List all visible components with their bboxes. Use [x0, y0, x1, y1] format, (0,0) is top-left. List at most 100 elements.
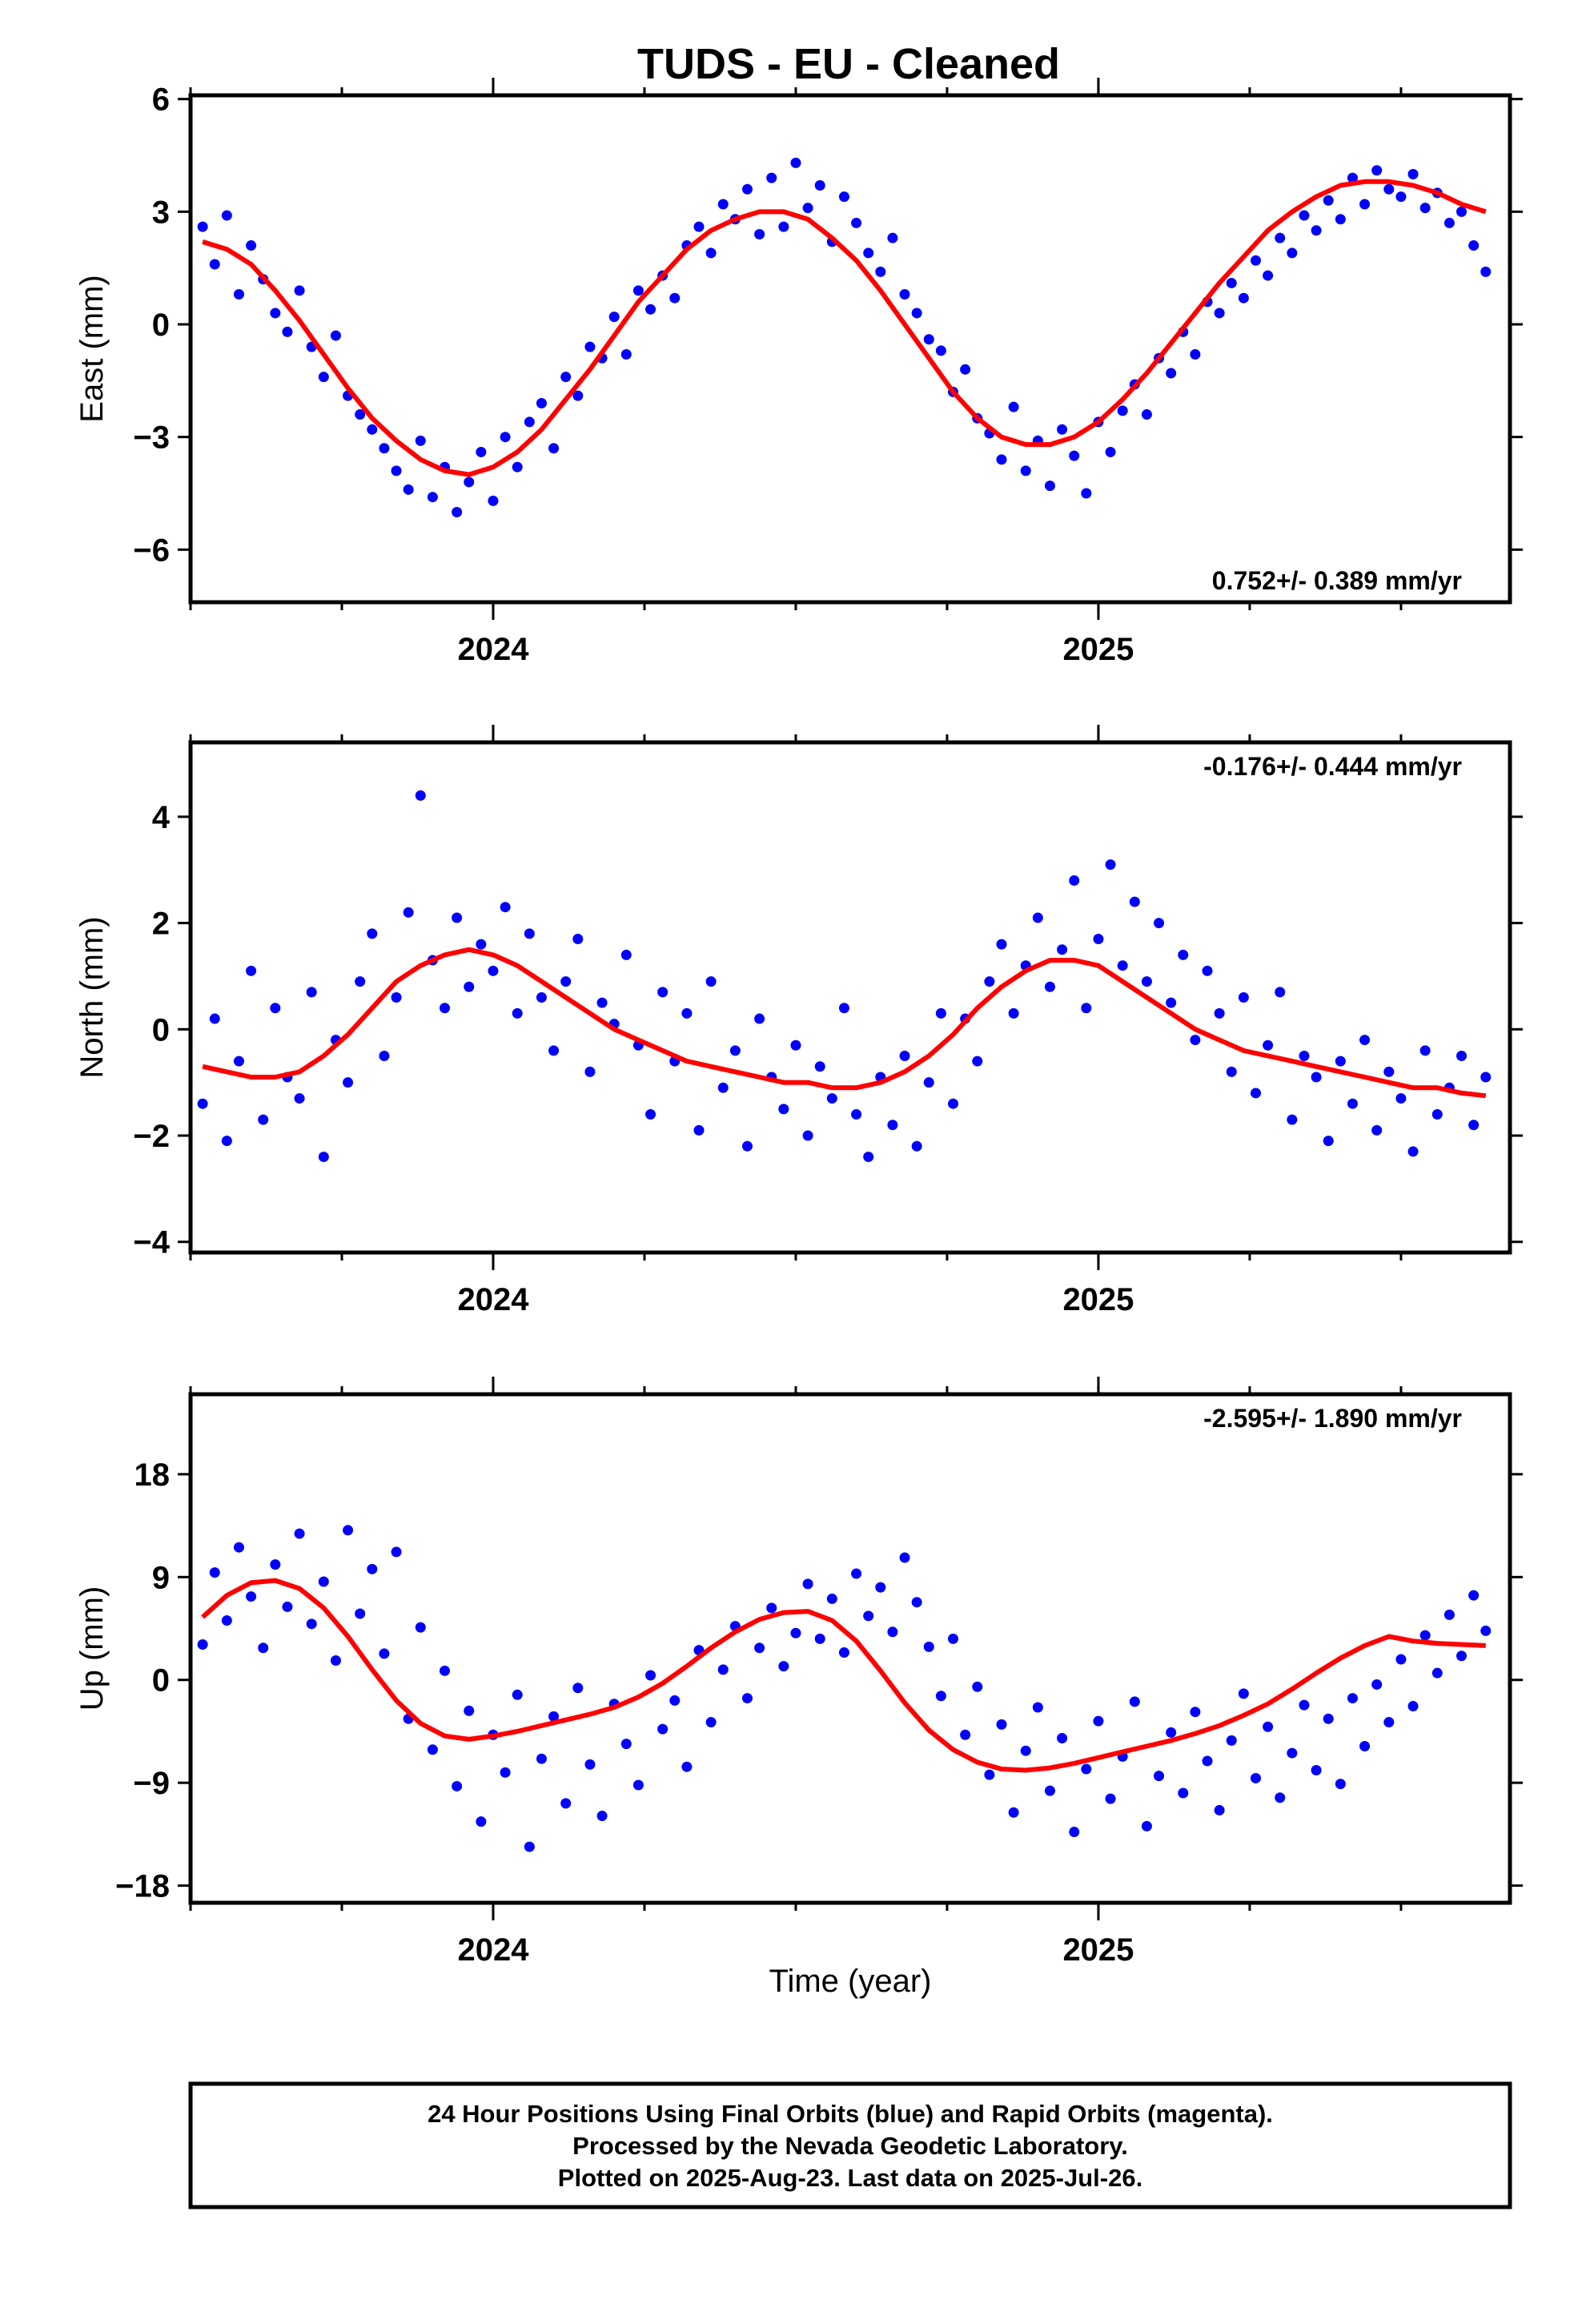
east-data-point [452, 506, 463, 517]
east-fit-line [202, 179, 1487, 477]
up-data-point [1468, 1590, 1480, 1601]
east-data-point [1069, 450, 1080, 461]
north-panel: 2024 2025 4 2 0 −2 −4 North (mm) -0.176+/- 0.444… [74, 725, 1523, 1317]
north-data-point [729, 1045, 741, 1056]
north-data-point [620, 949, 632, 960]
north-data-point [741, 1140, 753, 1152]
up-data-point [790, 1627, 801, 1638]
east-data-point [790, 157, 801, 168]
east-data-point [1250, 255, 1261, 266]
east-data-point [996, 454, 1007, 465]
east-data-point [632, 285, 644, 296]
east-data-point [355, 409, 366, 420]
east-data-point [1190, 349, 1201, 360]
up-data-point [1371, 1679, 1383, 1690]
north-data-point [1456, 1050, 1468, 1061]
east-data-point [1347, 172, 1358, 183]
x-axis-label: Time (year) [769, 1964, 932, 1999]
up-data-point [1443, 1609, 1455, 1620]
up-data-point [984, 1769, 995, 1780]
east-data-point [221, 210, 232, 221]
east-data-point [1419, 203, 1431, 214]
up-data-point [524, 1841, 535, 1852]
east-data-point [1141, 409, 1152, 420]
east-data-point [1299, 210, 1310, 221]
footer-box: 24 Hour Positions Using Final Orbits (bl… [188, 2081, 1512, 2209]
east-x-tick-label: 2025 [1062, 632, 1134, 667]
up-data-point [620, 1739, 632, 1750]
north-data-point [814, 1061, 825, 1072]
north-data-point [681, 1007, 693, 1019]
footer-border [188, 2081, 1512, 2209]
up-data-point [355, 1608, 366, 1619]
up-data-point [330, 1655, 341, 1666]
east-data-point [717, 199, 729, 210]
north-y-tick-label: −2 [133, 1119, 170, 1154]
north-data-point [948, 1098, 959, 1109]
footer-line-3: Plotted on 2025-Aug-23. Last data on 202… [558, 2164, 1142, 2192]
up-data-point [1407, 1701, 1419, 1712]
up-data-point [1129, 1696, 1140, 1707]
east-data-point [1383, 183, 1395, 195]
up-data-point [1190, 1707, 1201, 1718]
east-data-point [814, 180, 825, 191]
north-data-point [1081, 1003, 1092, 1014]
north-data-point [258, 1114, 269, 1125]
north-data-point [1032, 912, 1043, 923]
north-fit-line [202, 947, 1487, 1099]
up-data-point [452, 1780, 463, 1791]
north-data-point [790, 1039, 801, 1051]
north-data-point [1069, 875, 1080, 887]
up-data-point [1395, 1654, 1407, 1665]
north-x-tick-label: 2025 [1062, 1282, 1134, 1317]
up-data-point [741, 1693, 753, 1704]
east-data-point [705, 247, 717, 259]
north-data-point [584, 1066, 596, 1077]
up-data-point [270, 1559, 281, 1570]
north-data-point [1129, 896, 1140, 907]
east-data-point [802, 203, 813, 214]
east-y-tick-label: −3 [133, 420, 170, 456]
east-panel: 2024 2025 6 3 0 −3 −6 East (mm) 0.752+/- 0.389 m… [74, 78, 1523, 667]
up-data-point [1311, 1764, 1322, 1775]
east-data-point [500, 432, 511, 443]
north-data-point [1287, 1114, 1298, 1125]
up-data-point [440, 1665, 451, 1676]
up-data-point [935, 1691, 946, 1702]
north-data-point [367, 928, 378, 939]
up-data-point [1226, 1735, 1237, 1746]
east-data-point [778, 221, 789, 232]
up-data-point [1081, 1763, 1092, 1775]
north-data-point [1395, 1093, 1407, 1104]
north-data-point [415, 790, 426, 801]
up-data-point [972, 1681, 983, 1692]
north-data-point [838, 1003, 849, 1014]
north-data-point [1154, 918, 1165, 929]
up-panel: 2024 2025 18 9 0 −9 −18 Up (mm) -2.595+/- 1.890 … [74, 1377, 1523, 1968]
east-data-point [391, 465, 402, 476]
east-data-point [1371, 165, 1383, 176]
north-data-point [984, 976, 995, 987]
north-data-point [1431, 1108, 1443, 1120]
up-data-point [996, 1719, 1007, 1730]
east-data-point [669, 292, 681, 304]
north-data-point [1371, 1124, 1383, 1136]
up-data-point [1250, 1772, 1261, 1783]
up-data-point [209, 1567, 220, 1578]
north-data-point [802, 1130, 813, 1141]
north-data-point [1323, 1136, 1334, 1147]
east-data-point [1020, 465, 1031, 476]
north-data-point [1468, 1120, 1480, 1131]
up-data-point [246, 1591, 257, 1602]
east-data-point [330, 330, 341, 341]
north-data-point [306, 987, 317, 998]
up-rate-text: -2.595+/- 1.890 mm/yr [1203, 1404, 1462, 1433]
east-data-point [911, 308, 922, 319]
up-data-point [464, 1705, 475, 1716]
up-data-point [596, 1811, 608, 1822]
up-data-point [1335, 1779, 1346, 1790]
north-frame [188, 740, 1512, 1255]
up-y-axis-label: Up (mm) [74, 1586, 110, 1711]
up-data-point [1383, 1717, 1395, 1728]
